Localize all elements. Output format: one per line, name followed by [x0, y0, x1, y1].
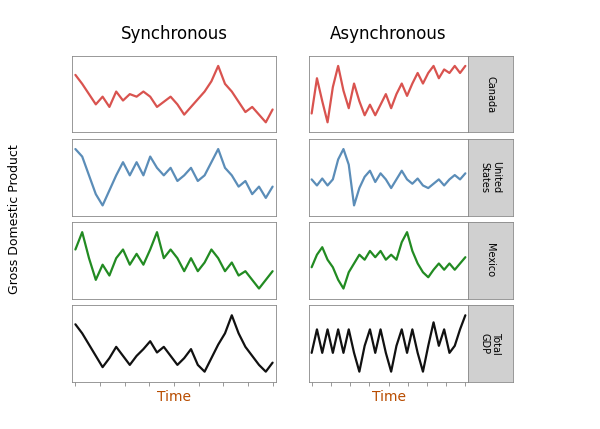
- Text: Total
GDP: Total GDP: [480, 332, 502, 355]
- X-axis label: Time: Time: [371, 390, 406, 404]
- Text: Asynchronous: Asynchronous: [330, 25, 447, 43]
- Text: Canada: Canada: [485, 76, 496, 113]
- X-axis label: Time: Time: [157, 390, 191, 404]
- Text: United
States: United States: [480, 161, 502, 193]
- Text: Mexico: Mexico: [485, 243, 496, 278]
- Text: Gross Domestic Product: Gross Domestic Product: [8, 144, 22, 294]
- Text: Synchronous: Synchronous: [121, 25, 227, 43]
